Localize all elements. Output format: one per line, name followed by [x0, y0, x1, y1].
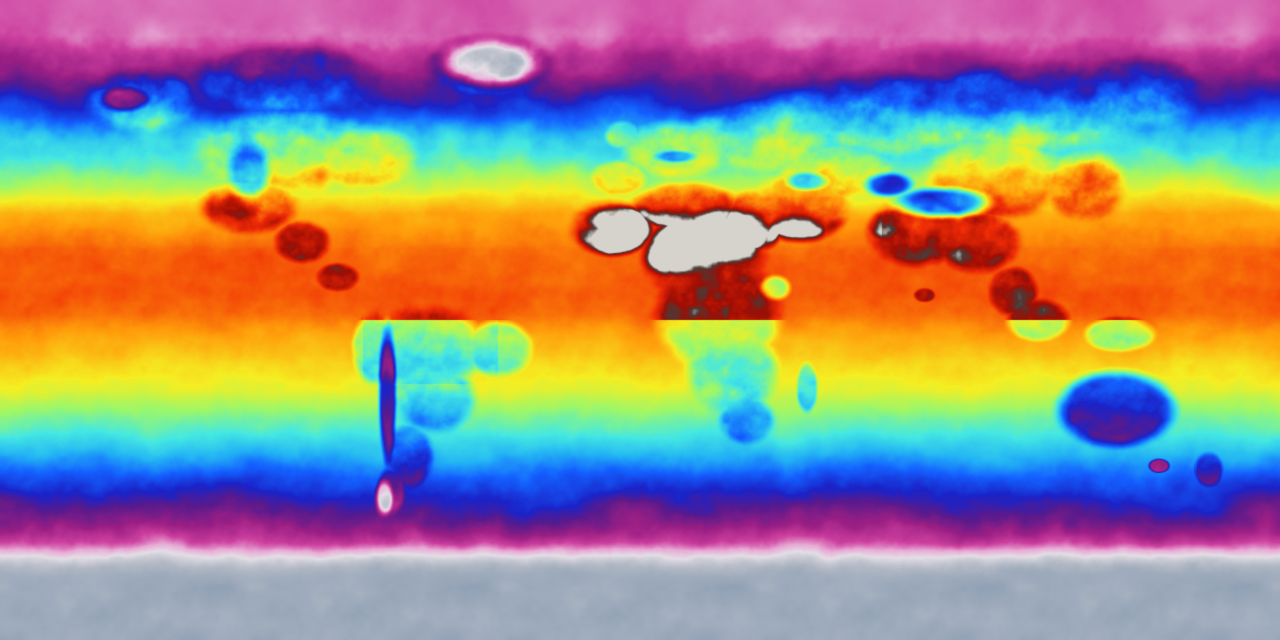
- temperature-map-viewport[interactable]: [0, 0, 1280, 640]
- global-temperature-heatmap: [0, 0, 1280, 640]
